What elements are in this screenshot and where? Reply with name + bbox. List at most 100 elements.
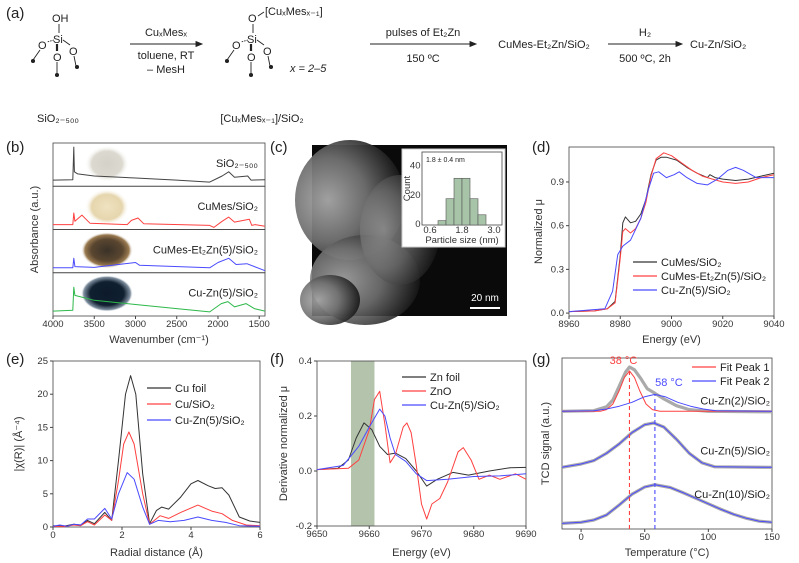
x-tick-label: 50 — [639, 532, 650, 543]
shaded-region — [350, 361, 375, 526]
reaction-scheme — [30, 11, 684, 78]
x-axis-label: Particle size (nm) — [425, 235, 498, 246]
x-tick-label: 9020 — [712, 319, 733, 330]
sample-photo — [81, 275, 133, 312]
spectrum-line — [52, 146, 266, 183]
x-tick-label: 100 — [700, 532, 716, 543]
x-tick-label: 2 — [119, 530, 124, 541]
x-tick-label: 2500 — [166, 319, 187, 330]
silanol-structure — [30, 24, 80, 78]
xanes-line — [568, 152, 775, 313]
x-tick-label: 6 — [257, 530, 262, 541]
plot-frame — [52, 360, 261, 528]
x-tick-label: 4 — [188, 530, 193, 541]
si-label: Si — [247, 34, 257, 46]
y-tick-label: 0.4 — [299, 356, 312, 367]
o-label: O — [248, 13, 257, 25]
histogram-bar — [461, 177, 471, 226]
tem-micrograph: 20 nm 1.8 ± 0.4 nm — [295, 140, 507, 325]
panel-label-d: (d) — [532, 139, 550, 156]
x-range: x = 2–5 — [289, 63, 327, 75]
x-axis-label: Energy (eV) — [392, 547, 451, 559]
spectrum-line — [53, 212, 266, 228]
y-tick-label: 40 — [410, 161, 421, 172]
x-axis-label: Radial distance (Å) — [110, 546, 203, 559]
y-tick-label: 15 — [37, 422, 48, 433]
x-axis-label: Temperature (°C) — [625, 547, 709, 559]
legend-label: Cu-Zn(5)/SiO₂ — [175, 415, 245, 427]
x-tick-label: 9690 — [515, 529, 536, 540]
grafted-structure — [224, 11, 274, 78]
y-axis-label: Derivative normalized μ — [278, 386, 290, 501]
legend-label: Cu/SiO₂ — [175, 399, 215, 411]
panel-label-c: (c) — [270, 139, 288, 156]
y-tick-label: 0.0 — [551, 308, 564, 319]
o-label: O — [247, 52, 256, 64]
x-tick-label: 4000 — [42, 319, 63, 330]
x-axis-label: Wavenumber (cm⁻¹) — [109, 334, 209, 346]
grafted-group: [CuₓMesₓ₋₁] — [265, 6, 323, 18]
y-tick-label: -0.2 — [296, 521, 312, 532]
spectrum-label: Cu-Zn(5)/SiO₂ — [188, 288, 258, 300]
tcd-measured-line — [561, 365, 773, 414]
y-axis-label: Count — [402, 175, 413, 201]
si-label: Si — [53, 34, 63, 46]
spectrum-label: SiO₂₋₅₀₀ — [216, 158, 258, 170]
panel-label-a: (a) — [6, 5, 24, 22]
peak-temperature-label: 58 °C — [655, 377, 683, 389]
histogram-bar — [469, 198, 479, 226]
y-axis-label: Absorbance (a.u.) — [29, 186, 41, 273]
histogram-bar — [437, 220, 447, 226]
panel-label-e: (e) — [6, 351, 24, 368]
reagent1-bottom2: – MesH — [147, 64, 185, 76]
panel-label-b: (b) — [6, 139, 24, 156]
spectrum-strip — [52, 272, 266, 317]
x-tick-label: 9680 — [463, 529, 484, 540]
x-tick-label: 1500 — [249, 319, 270, 330]
legend-label: Cu-Zn(5)/SiO₂ — [430, 400, 500, 412]
legend-label: Cu-Zn(5)/SiO₂ — [661, 285, 731, 297]
x-tick-label: 0 — [50, 530, 55, 541]
legend-label: CuMes-Et₂Zn(5)/SiO₂ — [661, 271, 766, 283]
y-tick-label: 0.0 — [299, 466, 312, 477]
exafs-line — [52, 431, 261, 528]
o-label: O — [263, 46, 272, 58]
tcd-fit-line — [561, 393, 773, 412]
reagent3-top: H₂ — [639, 27, 651, 39]
x-tick-label: 9040 — [763, 319, 784, 330]
o-label: O — [53, 52, 62, 64]
sample-photo — [85, 145, 129, 182]
scale-bar — [470, 307, 500, 309]
histogram-bar — [477, 214, 487, 226]
o-label: O — [38, 40, 47, 52]
y-tick-label: 0.9 — [551, 177, 564, 188]
panel-label-f: (f) — [270, 351, 284, 368]
spectrum-line — [53, 257, 266, 272]
scheme-text: OH Si O O O SiO₂₋₅₀₀ CuₓMesₓ toluene, RT… — [37, 6, 746, 125]
histogram-bar — [445, 198, 455, 226]
legend-label: Cu foil — [175, 383, 206, 395]
xanes-line — [568, 166, 774, 313]
y-tick-label: 10 — [37, 456, 48, 467]
x-tick-label: 8980 — [610, 319, 631, 330]
legend-label: Fit Peak 2 — [720, 376, 770, 388]
reagent2-bottom: 150 ºC — [406, 53, 439, 65]
x-tick-label: 3000 — [125, 319, 146, 330]
sample-photo — [81, 232, 133, 269]
y-tick-label: 20 — [410, 190, 421, 201]
x-axis-label: Energy (eV) — [642, 334, 701, 346]
panel-label-g: (g) — [532, 351, 550, 368]
derivative-line — [316, 408, 527, 482]
x-tick-label: 2000 — [207, 319, 228, 330]
size-annotation: 1.8 ± 0.4 nm — [426, 157, 465, 164]
x-tick-label: 1.8 — [455, 225, 468, 236]
reagent1-top: CuₓMesₓ — [145, 27, 187, 39]
y-axis-label: TCD signal (a.u.) — [540, 402, 552, 485]
y-tick-label: 20 — [37, 389, 48, 400]
species3-label: CuMes-Et₂Zn/SiO₂ — [498, 39, 590, 51]
tcd-fit-line — [561, 422, 773, 468]
tcd-fit-line — [561, 484, 773, 524]
x-tick-label: 3500 — [84, 319, 105, 330]
